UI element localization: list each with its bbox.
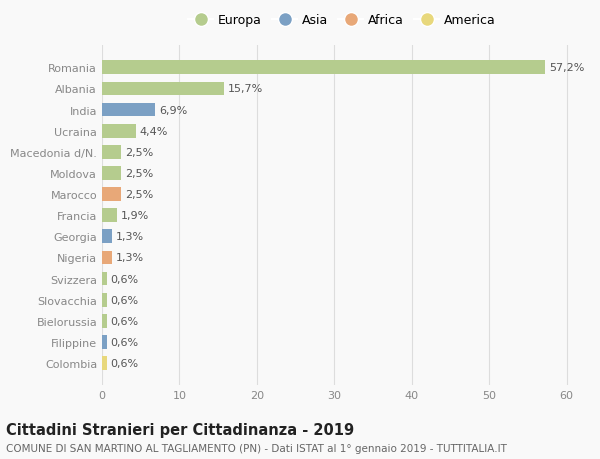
Text: 57,2%: 57,2% (549, 63, 584, 73)
Bar (102, 167, 121, 180)
Text: 2,5%: 2,5% (125, 147, 154, 157)
Bar (102, 314, 107, 328)
Text: COMUNE DI SAN MARTINO AL TAGLIAMENTO (PN) - Dati ISTAT al 1° gennaio 2019 - TUTT: COMUNE DI SAN MARTINO AL TAGLIAMENTO (PN… (6, 443, 507, 453)
Text: 2,5%: 2,5% (125, 168, 154, 179)
Text: 4,4%: 4,4% (140, 126, 169, 136)
Bar (102, 230, 112, 244)
Text: Cittadini Stranieri per Cittadinanza - 2019: Cittadini Stranieri per Cittadinanza - 2… (6, 422, 354, 437)
Text: 1,3%: 1,3% (116, 253, 144, 263)
Text: 0,6%: 0,6% (110, 337, 139, 347)
Legend: Europa, Asia, Africa, America: Europa, Asia, Africa, America (185, 11, 499, 29)
Text: 0,6%: 0,6% (110, 316, 139, 326)
Text: 2,5%: 2,5% (125, 190, 154, 200)
Bar (102, 124, 136, 138)
Bar (102, 146, 121, 159)
Text: 1,9%: 1,9% (121, 211, 149, 221)
Text: 0,6%: 0,6% (110, 358, 139, 368)
Bar (102, 188, 121, 202)
Text: 0,6%: 0,6% (110, 295, 139, 305)
Bar (102, 293, 107, 307)
Bar (102, 336, 107, 349)
Text: 0,6%: 0,6% (110, 274, 139, 284)
Bar (102, 357, 107, 370)
Bar (102, 62, 545, 75)
Text: 6,9%: 6,9% (159, 106, 188, 115)
Bar (102, 272, 107, 286)
Bar (102, 209, 117, 223)
Bar (102, 83, 224, 96)
Bar (102, 251, 112, 265)
Bar (102, 103, 155, 117)
Text: 1,3%: 1,3% (116, 232, 144, 242)
Text: 15,7%: 15,7% (227, 84, 263, 94)
